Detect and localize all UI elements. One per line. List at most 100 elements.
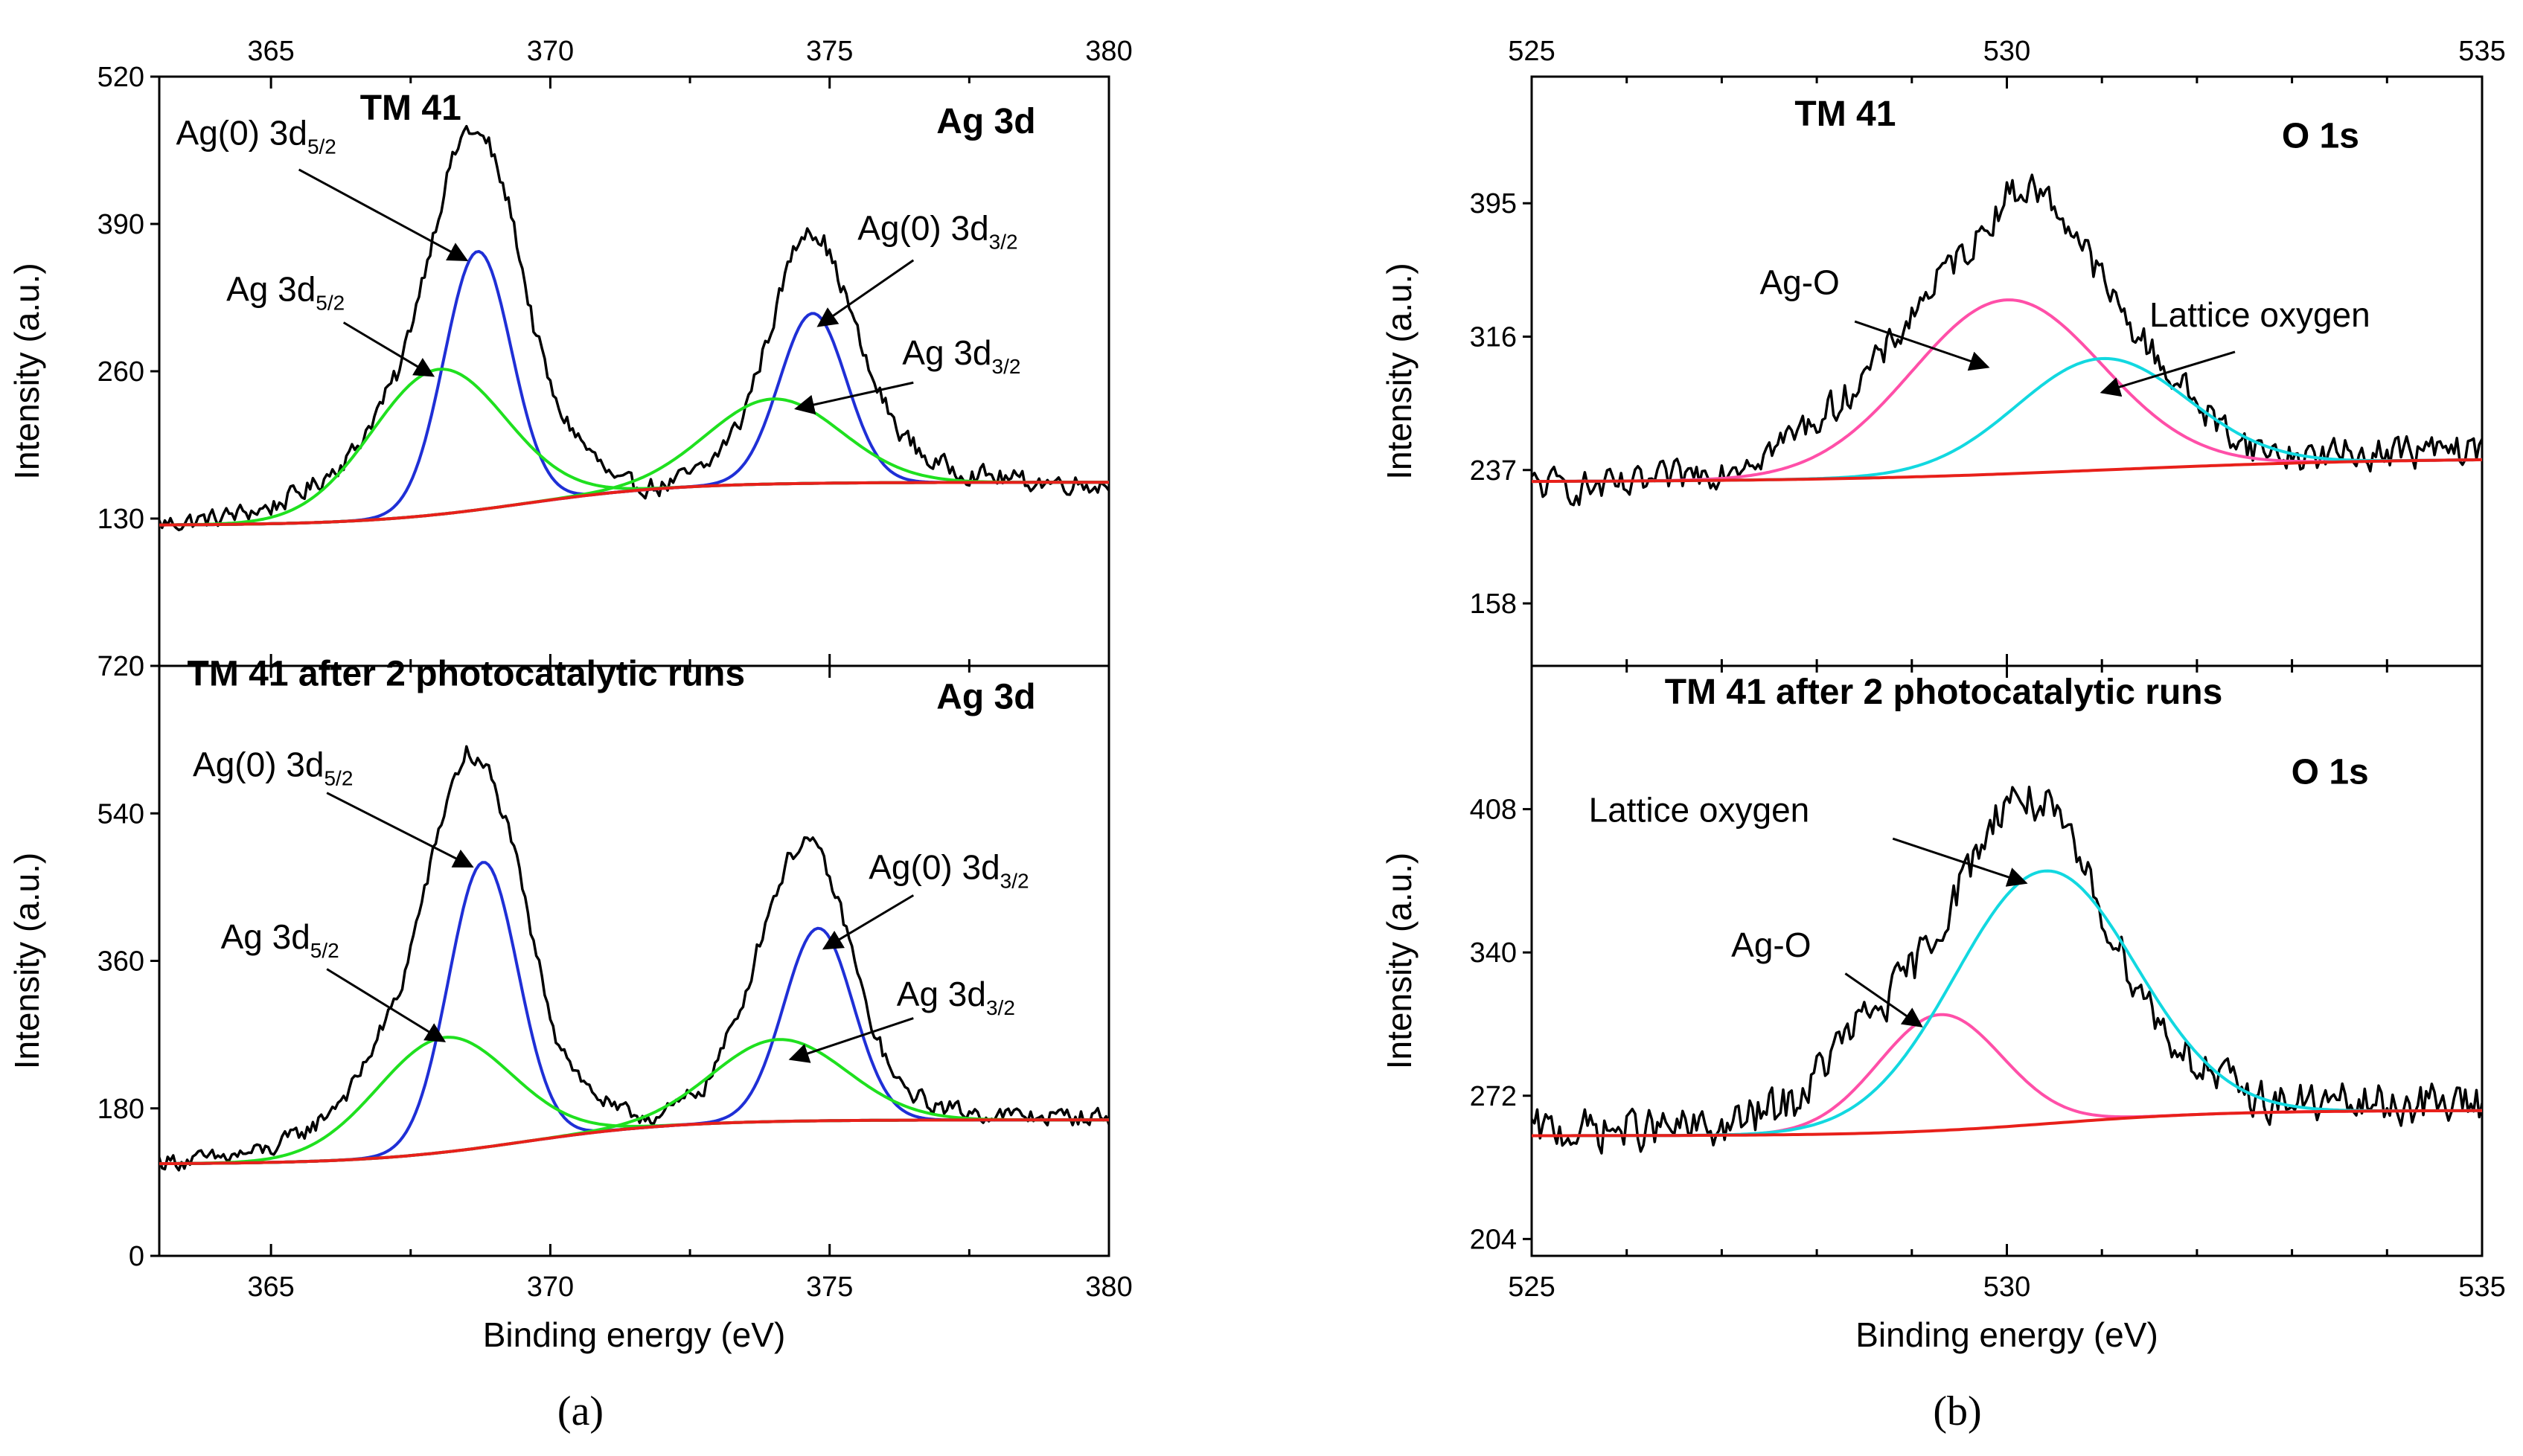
y-tick-label: 720	[97, 651, 144, 682]
series-ag-3d5-2	[159, 1036, 1109, 1166]
annotation-text: Ag(0) 3d	[857, 208, 988, 247]
peak-annotation: Ag(0) 3d3/2	[857, 208, 1017, 253]
series-raw	[1532, 173, 2482, 507]
plot-area	[159, 745, 1109, 1172]
series-ag-3d3-2	[159, 1038, 1109, 1166]
panel-title: TM 41 after 2 photocatalytic runs	[1665, 673, 2223, 712]
x-tick-label-top: 535	[2458, 36, 2505, 67]
panel-title: TM 41	[360, 89, 461, 128]
y-tick-label: 237	[1470, 455, 1517, 487]
panel-title: TM 41 after 2 photocatalytic runs	[188, 654, 746, 693]
annotation-arrow	[1844, 972, 1923, 1027]
y-tick-label: 395	[1470, 188, 1517, 219]
annotation-text: Lattice oxygen	[1589, 791, 1810, 830]
annotation-arrow	[822, 894, 915, 950]
peak-annotation: Ag 3d3/2	[902, 333, 1020, 378]
peak-annotation: Ag(0) 3d5/2	[193, 745, 353, 790]
series-background	[1532, 458, 2482, 484]
y-tick-label: 360	[97, 946, 144, 978]
y-tick-label: 130	[97, 504, 144, 535]
x-tick-label: 535	[2458, 1271, 2505, 1303]
peak-annotation: Ag(0) 3d5/2	[176, 113, 336, 158]
x-tick-label-top: 530	[1983, 36, 2030, 67]
y-axis-label: Intensity (a.u.)	[7, 263, 46, 479]
annotation-text: Ag(0) 3d	[193, 745, 324, 784]
y-axis-label: Intensity (a.u.)	[1380, 853, 1419, 1069]
annotation-arrow	[788, 1017, 914, 1063]
plot-frame	[1530, 75, 2484, 667]
y-tick-label: 158	[1470, 589, 1517, 620]
peak-annotation: Ag-O	[1759, 263, 1839, 302]
peak-annotation: Ag 3d5/2	[226, 270, 345, 315]
series-ag-o	[1532, 1013, 2482, 1138]
x-axis-label: Binding energy (eV)	[1855, 1315, 2158, 1354]
y-tick-label: 0	[129, 1241, 144, 1272]
x-axis-label: Binding energy (eV)	[483, 1315, 786, 1354]
caption-a: (a)	[557, 1388, 604, 1434]
peak-annotation: Ag 3d3/2	[897, 975, 1015, 1019]
x-tick-label: 365	[247, 1271, 294, 1303]
y-tick-label: 316	[1470, 321, 1517, 353]
annotation-arrow	[1892, 837, 2028, 887]
annotation-arrow	[298, 168, 469, 262]
annotation-text: Ag-O	[1759, 263, 1839, 302]
peak-annotation: Lattice oxygen	[1589, 791, 1810, 830]
annotation-arrow	[2100, 350, 2236, 397]
x-tick-label-top: 380	[1085, 36, 1132, 67]
chart-root: 365 370 375 380 0 130 260 390 520 Intensity (a.u.…	[7, 36, 2506, 1354]
plot-area	[1532, 173, 2482, 507]
annotation-subscript: 3/2	[1000, 869, 1029, 892]
y-tick-label: 408	[1470, 795, 1517, 826]
y-axis-label: Intensity (a.u.)	[1380, 263, 1419, 479]
peak-annotation: Ag(0) 3d3/2	[869, 847, 1029, 892]
annotation-arrow	[342, 321, 435, 377]
x-tick-label-top: 525	[1508, 36, 1555, 67]
annotation-text: Ag(0) 3d	[176, 113, 307, 152]
y-axis-label: Intensity (a.u.)	[7, 853, 46, 1069]
annotation-text: Lattice oxygen	[2149, 295, 2370, 334]
peak-annotation: Lattice oxygen	[2149, 295, 2370, 334]
y-tick-label: 520	[97, 62, 144, 93]
caption-b: (b)	[1933, 1388, 1981, 1434]
panel-b-bottom: 525 530 535 204 272 340 408 Intensity (a.u.) Bin…	[1380, 664, 2506, 1354]
panel-label: O 1s	[2282, 116, 2359, 155]
series-raw	[159, 745, 1109, 1172]
x-tick-label: 530	[1983, 1271, 2030, 1303]
peak-annotation: Ag-O	[1731, 926, 1811, 964]
annotation-arrow	[326, 968, 447, 1042]
x-tick-label: 370	[527, 1271, 574, 1303]
annotation-subscript: 5/2	[307, 135, 336, 158]
annotation-arrow	[1854, 320, 1990, 371]
series-background	[1532, 1109, 2482, 1138]
annotation-arrow	[816, 259, 915, 327]
annotation-arrow	[794, 381, 914, 415]
annotation-arrow	[326, 792, 474, 868]
x-tick-label-top: 365	[247, 36, 294, 67]
y-tick-label: 180	[97, 1094, 144, 1125]
annotation-text: Ag 3d	[221, 917, 310, 956]
y-tick-label: 0	[129, 651, 144, 682]
annotation-subscript: 3/2	[992, 355, 1021, 378]
y-tick-label: 204	[1470, 1224, 1517, 1255]
peak-annotation: Ag 3d5/2	[221, 917, 339, 962]
x-tick-label-top: 370	[527, 36, 574, 67]
annotation-text: Ag(0) 3d	[869, 847, 1000, 886]
y-tick-label: 260	[97, 356, 144, 388]
series-raw	[1532, 785, 2482, 1155]
panel-a-bottom: 365 370 375 380 0 180 360 540 720 Intensity (a.u.…	[7, 651, 1133, 1354]
panel-b-top: 525 530 535 158 237 316 395 Intensity (a.u.) TM …	[1380, 36, 2506, 667]
annotation-text: Ag 3d	[226, 270, 316, 309]
y-tick-label: 390	[97, 209, 144, 240]
annotation-subscript: 3/2	[986, 996, 1015, 1019]
panel-label: O 1s	[2292, 753, 2369, 792]
plot-area	[159, 124, 1109, 532]
series-background	[159, 481, 1109, 527]
x-tick-label-top: 375	[806, 36, 853, 67]
annotation-subscript: 5/2	[324, 767, 353, 790]
annotation-text: Ag 3d	[902, 333, 991, 372]
panel-label: Ag 3d	[936, 677, 1035, 716]
plot-area	[1532, 785, 2482, 1155]
series-ag-3d5-2	[159, 368, 1109, 527]
annotation-subscript: 5/2	[316, 292, 345, 315]
panel-label: Ag 3d	[936, 102, 1035, 141]
